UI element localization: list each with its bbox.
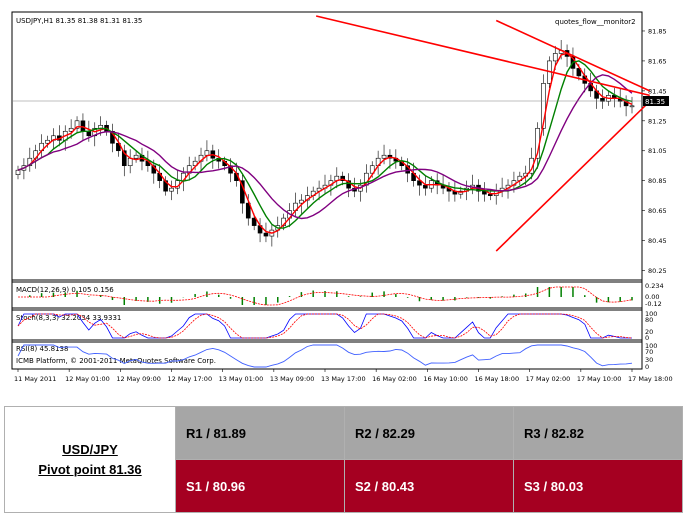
trendline	[315, 15, 650, 97]
rsi-path	[17, 344, 633, 368]
x-tick-label: 12 May 17:00	[168, 375, 213, 383]
y-tick-label: 81.85	[648, 27, 667, 35]
x-tick-label: 11 May 2011	[14, 375, 56, 383]
resistance-3: R3 / 82.82	[513, 406, 683, 460]
stoch-tick-80: 80	[645, 316, 653, 324]
rsi-line	[17, 344, 633, 368]
y-tick-label: 80.45	[648, 237, 667, 245]
macd-tick-bottom: -0.12	[645, 300, 662, 308]
pair-cell: USD/JPY Pivot point 81.36	[4, 406, 176, 513]
y-tick-label: 81.25	[648, 117, 667, 125]
last-price-box	[643, 96, 669, 106]
indicator-label: quotes_flow__monitor2	[555, 18, 636, 26]
stoch-tick-20: 20	[645, 328, 653, 336]
pivot-point: Pivot point 81.36	[38, 461, 142, 477]
candle-body	[127, 157, 133, 167]
macd-tick-zero: 0.00	[645, 293, 659, 301]
candle-body	[600, 98, 605, 102]
x-tick-label: 17 May 18:00	[628, 375, 673, 383]
last-price-label: 81.35	[645, 98, 665, 106]
rsi-tick-100: 100	[645, 342, 657, 350]
x-tick-label: 13 May 17:00	[321, 375, 366, 383]
y-tick-label: 81.05	[648, 147, 667, 155]
ma-line-mid	[17, 60, 633, 229]
trendlines-layer	[315, 15, 651, 252]
stoch-lines	[17, 313, 633, 339]
stoch-tick-100: 100	[645, 310, 657, 318]
rsi-label: RSI(8) 45.8138	[16, 345, 68, 353]
candle-body	[346, 180, 351, 189]
x-tick-label: 16 May 18:00	[475, 375, 520, 383]
candle-body	[381, 154, 387, 159]
candle-body	[576, 68, 582, 77]
x-axis-ticks: 11 May 2011 12 May 01:00 12 May 09:00 12 Ma…	[14, 369, 673, 383]
watermark: ICMB Platform, © 2001-2011 MetaQuotes So…	[16, 357, 216, 365]
candle-body	[529, 157, 534, 174]
y-tick-label: 80.65	[648, 207, 667, 215]
stoch-tick-0: 0	[645, 334, 649, 342]
ma-line-fast	[17, 52, 633, 234]
macd-signal	[18, 286, 633, 306]
candle-body	[263, 232, 269, 237]
trendline	[495, 100, 651, 252]
macd-tick-top: 0.234	[645, 282, 664, 290]
candle-body	[423, 184, 428, 189]
moving-averages	[17, 52, 633, 234]
macd-label: MACD(12,26,9) 0.105 0.156	[16, 286, 114, 294]
x-tick-label: 16 May 02:00	[372, 375, 417, 383]
support-2: S2 / 80.43	[344, 459, 514, 513]
candle-body	[121, 150, 127, 167]
resistance-2: R2 / 82.29	[344, 406, 514, 460]
y-tick-label: 80.25	[648, 267, 667, 275]
y-axis-ticks: 81.85 81.65 81.45 81.25 81.05 80.85 80.65 80.45…	[642, 27, 667, 275]
y-tick-label: 80.85	[648, 177, 667, 185]
candle-body	[541, 83, 546, 129]
ma-line-slow	[17, 74, 633, 220]
candle-body	[74, 120, 80, 129]
stoch-signal	[17, 313, 633, 339]
candle-body	[340, 175, 346, 181]
pivot-table: USD/JPY Pivot point 81.36 R1 / 81.89 R2 …	[4, 406, 683, 513]
macd-histogram	[18, 286, 633, 306]
candle-body	[251, 217, 257, 226]
candle-body	[204, 150, 210, 156]
candle-body	[80, 120, 86, 132]
candle-body	[299, 199, 304, 204]
candle-body	[15, 169, 21, 175]
rsi-tick-70: 70	[645, 348, 653, 356]
support-3: S3 / 80.03	[513, 459, 683, 513]
x-tick-label: 13 May 09:00	[270, 375, 315, 383]
candle-body	[169, 187, 174, 192]
y-tick-label: 81.65	[648, 57, 667, 65]
x-tick-label: 17 May 02:00	[526, 375, 571, 383]
pair-name: USD/JPY	[62, 441, 118, 457]
rsi-panel: RSI(8) 45.8138 ICMB Platform, © 2001-201…	[11, 341, 657, 371]
stoch-panel: Stoch(8,3,3) 32.2034 33.9331 100 80 20 0	[11, 309, 657, 342]
resistance-1: R1 / 81.89	[175, 406, 345, 460]
candle-body	[245, 202, 251, 219]
macd-panel: MACD(12,26,9) 0.105 0.156 0.234 0.00 -0.…	[11, 281, 664, 309]
candle-body	[369, 165, 375, 174]
chart-canvas: USDJPY,H1 81.35 81.38 81.31 81.35 quotes…	[11, 11, 673, 383]
main-panel: USDJPY,H1 81.35 81.38 81.31 81.35 quotes…	[11, 11, 669, 281]
x-tick-label: 12 May 01:00	[65, 375, 110, 383]
wedge-upper	[495, 19, 651, 92]
candle-body	[629, 105, 635, 108]
candle-body	[552, 53, 558, 62]
price-chart: USDJPY,H1 81.35 81.38 81.31 81.35 quotes…	[11, 11, 673, 383]
x-tick-label: 17 May 10:00	[577, 375, 622, 383]
candle-body	[133, 154, 139, 159]
rsi-tick-30: 30	[645, 356, 653, 364]
x-tick-label: 13 May 01:00	[219, 375, 264, 383]
rsi-tick-0: 0	[645, 363, 649, 371]
stoch-label: Stoch(8,3,3) 32.2034 33.9331	[16, 314, 121, 322]
candle-body	[68, 127, 74, 132]
candle-body	[417, 180, 422, 186]
candle-body	[45, 139, 50, 144]
x-tick-label: 16 May 10:00	[423, 375, 468, 383]
main-title: USDJPY,H1 81.35 81.38 81.31 81.35	[16, 17, 142, 25]
x-tick-label: 12 May 09:00	[116, 375, 161, 383]
y-tick-label: 81.45	[648, 87, 667, 95]
support-1: S1 / 80.96	[175, 459, 345, 513]
